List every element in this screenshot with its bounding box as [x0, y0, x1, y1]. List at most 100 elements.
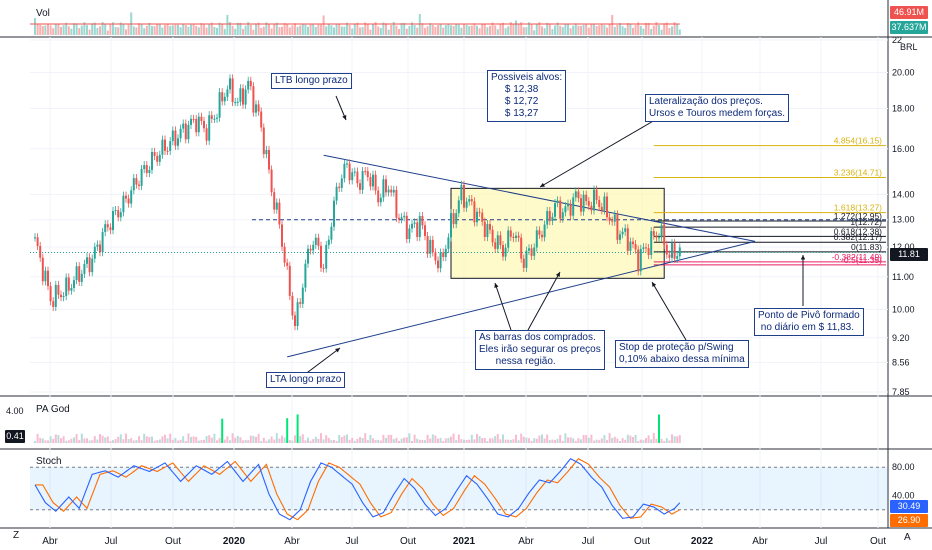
volume-bar [231, 25, 234, 35]
indicator-bar [530, 440, 533, 443]
indicator-bar [447, 437, 450, 443]
indicator-bar [340, 437, 343, 443]
indicator-bar [572, 438, 575, 443]
candle-body [431, 239, 434, 253]
indicator-bar [275, 433, 278, 443]
indicator-bar [470, 434, 473, 443]
indicator-bar [156, 440, 159, 443]
buyers-callout: As barras dos comprados. Eles irão segur… [475, 330, 605, 370]
indicator-bar [569, 437, 572, 443]
volume-bar [320, 24, 322, 35]
volume-bar [494, 25, 497, 35]
indicator-bar [203, 439, 205, 443]
candle-body [314, 237, 317, 245]
x-tick-label: Jul [105, 536, 118, 547]
candle-body [88, 257, 91, 273]
volume-bar [569, 28, 572, 35]
candle-body [520, 237, 523, 259]
candle-body [348, 163, 351, 181]
indicator-bar [595, 439, 598, 443]
candle-body [473, 201, 476, 223]
indicator-bar [260, 440, 263, 443]
candle-body [512, 236, 515, 238]
candle-body [119, 212, 122, 218]
indicator-bar [252, 435, 255, 443]
x-tick-label: Abr [518, 536, 534, 547]
indicator-bar [75, 434, 78, 443]
indicator-bar [481, 438, 484, 443]
indicator-bar [36, 433, 39, 443]
indicator-bar [166, 438, 169, 443]
indicator-bar [543, 438, 546, 443]
candle-body [158, 154, 161, 162]
volume-bar [535, 24, 538, 35]
volume-bar [483, 23, 486, 35]
candle-body [255, 104, 257, 113]
candle-body [86, 257, 88, 264]
volume-bar [153, 26, 156, 35]
fib-level-label: 0(11.83) [851, 242, 882, 252]
indicator-bar [190, 436, 192, 443]
candle-body [626, 228, 629, 251]
indicator-bar [673, 436, 676, 443]
candle-body [548, 211, 551, 222]
candle-body [439, 252, 442, 269]
candle-body [309, 248, 312, 251]
volume-bar [213, 26, 216, 35]
volume-bar [559, 25, 562, 35]
indicator-bar [83, 438, 86, 443]
indicator-bar [382, 434, 385, 443]
indicator-bar [369, 434, 372, 443]
candle-body [210, 115, 213, 119]
volume-bar [348, 24, 351, 35]
indicator-bar [312, 439, 315, 443]
volume-bar [663, 23, 666, 35]
y-tick-label: 18.00 [892, 104, 915, 114]
indicator-bar [398, 440, 400, 443]
volume-bar [561, 27, 564, 35]
candle-body [203, 120, 205, 129]
volume-bar [187, 26, 190, 35]
volume-bar [470, 25, 473, 35]
timezone-button[interactable]: Z [13, 530, 20, 541]
volume-bar [515, 20, 517, 35]
candle-body [442, 252, 445, 258]
volume-bar [629, 23, 632, 35]
candle-body [671, 243, 673, 258]
volume-bar [80, 25, 83, 35]
x-tick-label: Abr [42, 536, 58, 547]
indicator-bar [195, 436, 198, 443]
indicator-bar [86, 438, 88, 443]
volume-bar [314, 26, 317, 35]
volume-bar [270, 28, 273, 35]
indicator-bar [676, 436, 679, 443]
volume-bar [294, 23, 296, 35]
auto-scale-button[interactable]: A [904, 532, 911, 543]
indicator-bar [317, 438, 320, 443]
indicator-bar [265, 440, 268, 443]
indicator-bar [93, 436, 96, 443]
lta-callout: LTA longo prazo [266, 372, 346, 388]
indicator-axis-label: 4.00 [6, 406, 24, 416]
indicator-bar [418, 439, 421, 443]
candle-body [70, 287, 73, 291]
candle-body [603, 196, 606, 211]
volume-bar [41, 25, 44, 35]
volume-bar [203, 24, 205, 35]
indicator-bar [439, 437, 442, 443]
candle-body [41, 257, 44, 282]
pivot-callout: Ponto de Pivô formado no diário em $ 11,… [754, 308, 864, 336]
indicator-bar [109, 440, 112, 443]
candle-body [434, 252, 437, 261]
indicator-bar [554, 440, 556, 443]
candle-body [645, 247, 647, 249]
volume-bar [106, 30, 109, 35]
volume-bar [226, 14, 229, 35]
volume-bar [151, 26, 153, 35]
volume-bar [455, 24, 458, 35]
volume-bar [624, 27, 627, 35]
indicator-bar [335, 440, 338, 443]
arrow-head [555, 272, 560, 277]
candle-body [668, 254, 671, 258]
volume-bar [486, 27, 489, 35]
